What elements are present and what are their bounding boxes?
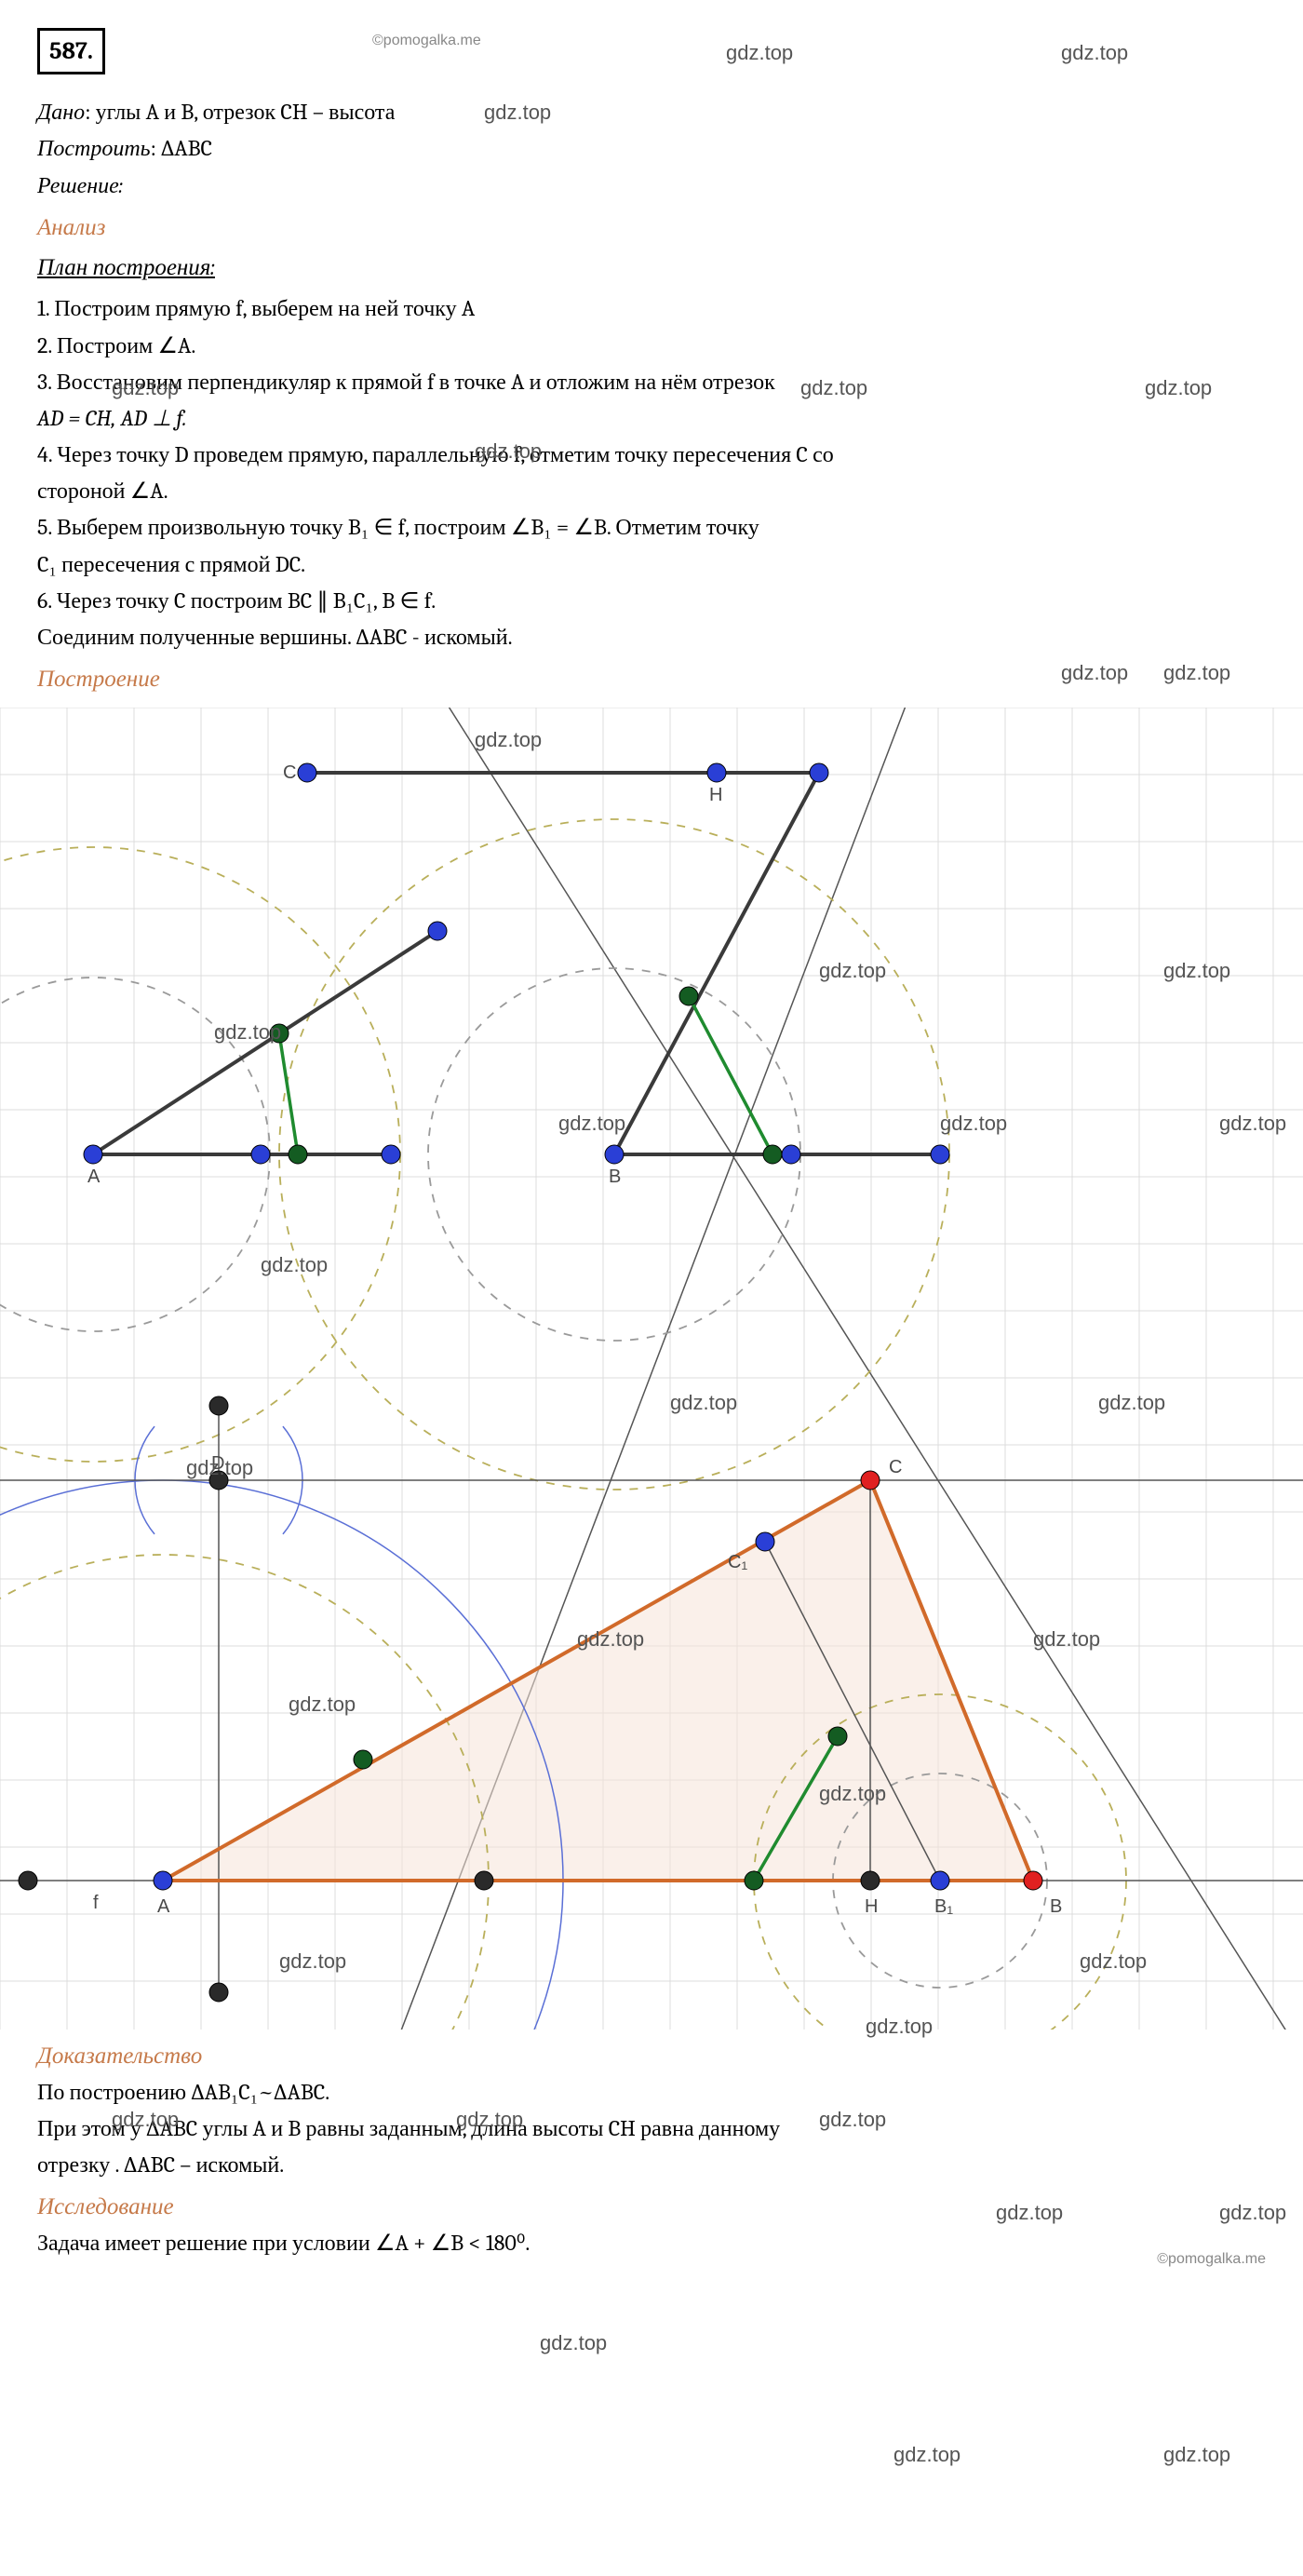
- watermark: gdz.top: [1163, 2439, 1230, 2471]
- watermark: gdz.top: [540, 2327, 607, 2359]
- step-4a: 4. Через точку D проведем прямую, паралл…: [37, 438, 1266, 472]
- watermark: gdz.top: [1061, 37, 1128, 69]
- step-2: 2. Построим ∠A.: [37, 329, 1266, 363]
- step-6: 6. Через точку C построим BC ∥ B₁C₁, B ∈…: [37, 584, 1266, 618]
- given-label: Дано: [37, 99, 85, 125]
- svg-text:H: H: [865, 1896, 878, 1917]
- step-4b: стороной ∠A.: [37, 474, 1266, 508]
- plan-heading: План построения:: [37, 250, 1266, 287]
- svg-text:D: D: [211, 1453, 224, 1474]
- svg-text:C: C: [283, 762, 296, 783]
- given-line: Дано: углы A и B, отрезок CH – высота: [37, 95, 1266, 129]
- proof-1: По построению ∆AB₁C₁~∆ABC.: [37, 2075, 1266, 2110]
- proof-2a: При этом у ∆ABC углы A и B равны заданны…: [37, 2111, 1266, 2146]
- svg-text:B: B: [1050, 1896, 1062, 1917]
- given-text: : углы A и B, отрезок CH – высота: [85, 99, 395, 125]
- construct-label: Построить: [37, 135, 151, 161]
- step-1: 1. Построим прямую f, выберем на ней точ…: [37, 291, 1266, 326]
- svg-text:B: B: [609, 1167, 621, 1187]
- svg-text:C₁: C₁: [728, 1552, 747, 1572]
- research-heading: Исследование: [37, 2190, 1266, 2226]
- construction-heading: Построение: [37, 662, 1266, 698]
- svg-text:H: H: [709, 785, 722, 805]
- construct-text: : ∆ABC: [151, 135, 212, 161]
- problem-number: 587.: [37, 28, 105, 74]
- step-5b: C₁ пересечения с прямой DC.: [37, 547, 1266, 582]
- svg-text:A: A: [87, 1167, 101, 1187]
- svg-text:C: C: [889, 1457, 902, 1477]
- step-5a: 5. Выберем произвольную точку B₁ ∈ f, по…: [37, 510, 1266, 545]
- svg-text:f: f: [93, 1893, 99, 1913]
- svg-text:B₁: B₁: [934, 1896, 953, 1917]
- diagram-svg: C H A B D C C₁ A H B₁ Bf: [0, 708, 1303, 2030]
- copyright-bottom: ©pomogalka.me: [1157, 2248, 1266, 2272]
- construction-diagram: C H A B D C C₁ A H B₁ Bf: [0, 708, 1303, 2030]
- svg-text:A: A: [157, 1896, 170, 1917]
- step-3b: AD = CH, AD ⊥ f.: [37, 401, 1266, 436]
- watermark: gdz.top: [893, 2439, 960, 2471]
- research-text: Задача имеет решение при условии ∠A + ∠B…: [37, 2226, 1266, 2260]
- solution-label: Решение:: [37, 169, 1266, 203]
- copyright-top: ©pomogalka.me: [372, 30, 481, 53]
- analysis-heading: Анализ: [37, 210, 1266, 247]
- proof-heading: Доказательство: [37, 2039, 1266, 2075]
- proof-2b: отрезку . ∆ABC – искомый.: [37, 2148, 1266, 2182]
- step-7: Соединим полученные вершины. ∆ABC - иско…: [37, 620, 1266, 654]
- construct-line: Построить: ∆ABC: [37, 131, 1266, 166]
- step-3a: 3. Восстановим перпендикуляр к прямой f …: [37, 365, 1266, 399]
- watermark: gdz.top: [726, 37, 793, 69]
